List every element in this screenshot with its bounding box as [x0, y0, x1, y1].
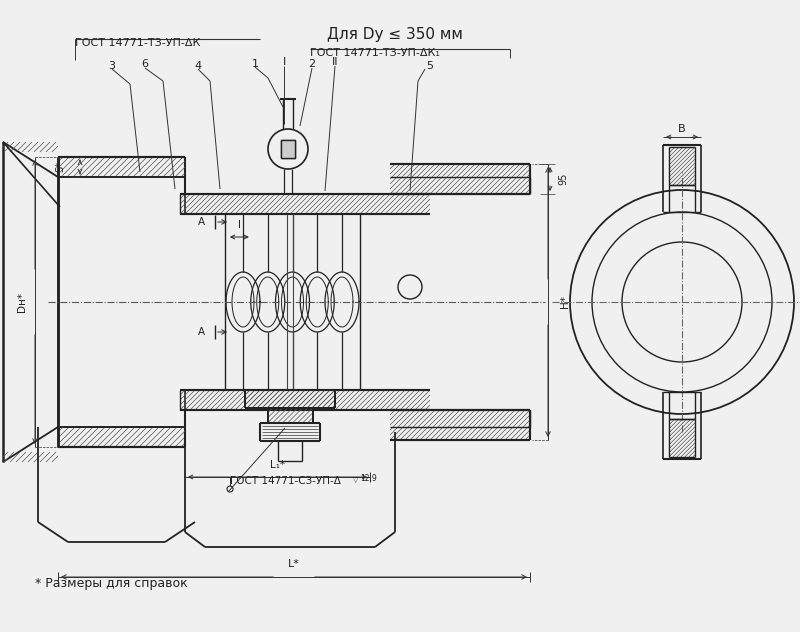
Text: A: A — [198, 217, 205, 227]
Text: H*: H* — [560, 296, 570, 308]
Text: 3: 3 — [109, 61, 115, 71]
Text: ГОСТ 14771-ТЗ-УП-ΔК: ГОСТ 14771-ТЗ-УП-ΔК — [75, 38, 200, 48]
Text: L*: L* — [288, 559, 300, 569]
Text: ▽: ▽ — [353, 477, 358, 483]
Text: B: B — [678, 124, 686, 134]
Text: 1: 1 — [251, 59, 258, 69]
Bar — [281, 140, 295, 158]
Text: 95: 95 — [558, 173, 568, 185]
Text: A: A — [198, 327, 205, 337]
Text: Для Dy ≤ 350 мм: Для Dy ≤ 350 мм — [327, 27, 463, 42]
Text: Dн*: Dн* — [17, 292, 27, 312]
Text: S*: S* — [55, 162, 65, 173]
Text: 2: 2 — [309, 59, 315, 69]
Text: 6: 6 — [142, 59, 149, 69]
Text: 4: 4 — [194, 61, 202, 71]
Text: 5: 5 — [426, 61, 434, 71]
Text: l: l — [238, 220, 241, 230]
Text: 12,9: 12,9 — [360, 474, 377, 483]
Text: I: I — [282, 57, 286, 67]
Text: II: II — [332, 57, 338, 67]
Text: * Размеры для справок: * Размеры для справок — [35, 577, 188, 590]
Text: L₁*: L₁* — [270, 460, 285, 470]
Text: ГОСТ 14771-СЗ-УП-Δ: ГОСТ 14771-СЗ-УП-Δ — [230, 476, 341, 486]
Text: ГОСТ 14771-ТЗ-УП-ΔК₁: ГОСТ 14771-ТЗ-УП-ΔК₁ — [310, 48, 440, 58]
